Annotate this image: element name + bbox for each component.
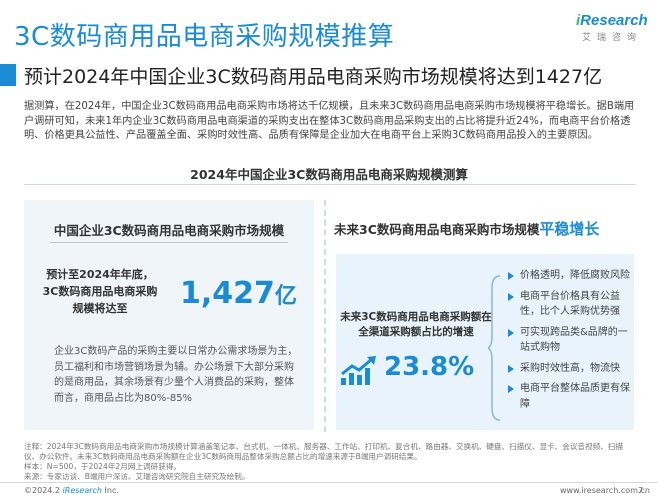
forecast-label: 预计至2024年年底，3C数码商用品电商采购规模将达至	[42, 268, 158, 315]
left-panel-heading: 中国企业3C数码商用品电商采购市场规模	[53, 223, 285, 238]
left-panel	[24, 200, 314, 430]
subtitle-accent-bar	[0, 64, 16, 86]
market-size-value: 1,427亿	[180, 276, 297, 311]
market-size-unit: 亿	[274, 284, 297, 309]
copyright: ©2024.2 iResearch Inc.	[24, 486, 119, 495]
website-link[interactable]: www.iresearch.com.cn	[560, 486, 650, 495]
triangle-bullet-icon	[508, 328, 514, 337]
copyright-brand: iResearch	[62, 486, 102, 495]
footnote-note: 注释：2024年3C数码商用品电商采购市场规模计算涵盖笔记本、台式机、一体机、服…	[24, 442, 623, 461]
bracket-icon	[488, 275, 501, 421]
footnote-source: 来源：专家访谈、B端用户深访、艾瑞咨询研究院自主研究及绘制。	[24, 472, 250, 481]
right-heading-highlight: 平稳增长	[539, 220, 600, 238]
footer-rule	[0, 482, 658, 483]
share-growth-value: 23.8%	[384, 352, 475, 382]
reason-item: 电商平台价格具有公益性，比个人采购优势强	[508, 289, 636, 320]
iresearch-logo: iResearch 艾瑞咨询	[576, 12, 650, 52]
reason-item: 采购时效性高，物流快	[508, 361, 636, 377]
footnote-sample: 样本：N=500，于2024年2月网上调研获得。	[24, 462, 182, 471]
intro-paragraph: 据测算，在2024年，中国企业3C数码商用品电商采购市场将达千亿规模，且未来3C…	[24, 101, 635, 141]
reason-item: 价格透明，降低腐败风险	[508, 268, 636, 284]
reason-item: 可实现跨品类&品牌的一站式购物	[508, 325, 636, 356]
right-heading-text: 未来3C数码商用品电商采购市场规模	[334, 222, 540, 237]
page-subtitle: 预计2024年中国企业3C数码商用品电商采购市场规模将达到1427亿	[24, 66, 603, 88]
reason-item: 电商平台整体品质更有保障	[508, 381, 636, 412]
page-number: 7	[638, 486, 644, 495]
market-size-number: 1,427	[180, 276, 275, 311]
share-growth-label: 未来3C数码商用品电商采购额在全渠道采购额占比的增速	[340, 311, 492, 338]
left-panel-description: 企业3C数码产品的采购主要以日常办公需求场景为主，员工福利和市场营销场景为辅。办…	[54, 346, 298, 404]
section-title: 2024年中国企业3C数码商用品电商采购规模测算	[190, 167, 468, 182]
triangle-bullet-icon	[508, 385, 514, 393]
logo-brand-i: i	[576, 12, 581, 29]
triangle-bullet-icon	[508, 364, 514, 373]
page-title: 3C数码商用品电商采购规模推算	[14, 22, 395, 52]
left-heading-rule	[50, 242, 288, 243]
right-panel	[336, 254, 634, 430]
right-panel-heading: 未来3C数码商用品电商采购市场规模平稳增长	[334, 218, 634, 239]
logo-brand-text: Research	[580, 12, 648, 29]
footnotes: 注释：2024年3C数码商用品电商采购市场规模计算涵盖笔记本、台式机、一体机、服…	[24, 442, 628, 482]
section-title-rule	[24, 184, 636, 185]
logo-subtext: 艾瑞咨询	[582, 33, 643, 43]
growth-arrow-icon	[341, 356, 376, 385]
triangle-bullet-icon	[508, 292, 514, 301]
triangle-bullet-icon	[508, 272, 514, 280]
panel-divider	[324, 200, 326, 432]
reasons-list: 价格透明，降低腐败风险 电商平台价格具有公益性，比个人采购优势强 可实现跨品类&…	[508, 268, 636, 417]
